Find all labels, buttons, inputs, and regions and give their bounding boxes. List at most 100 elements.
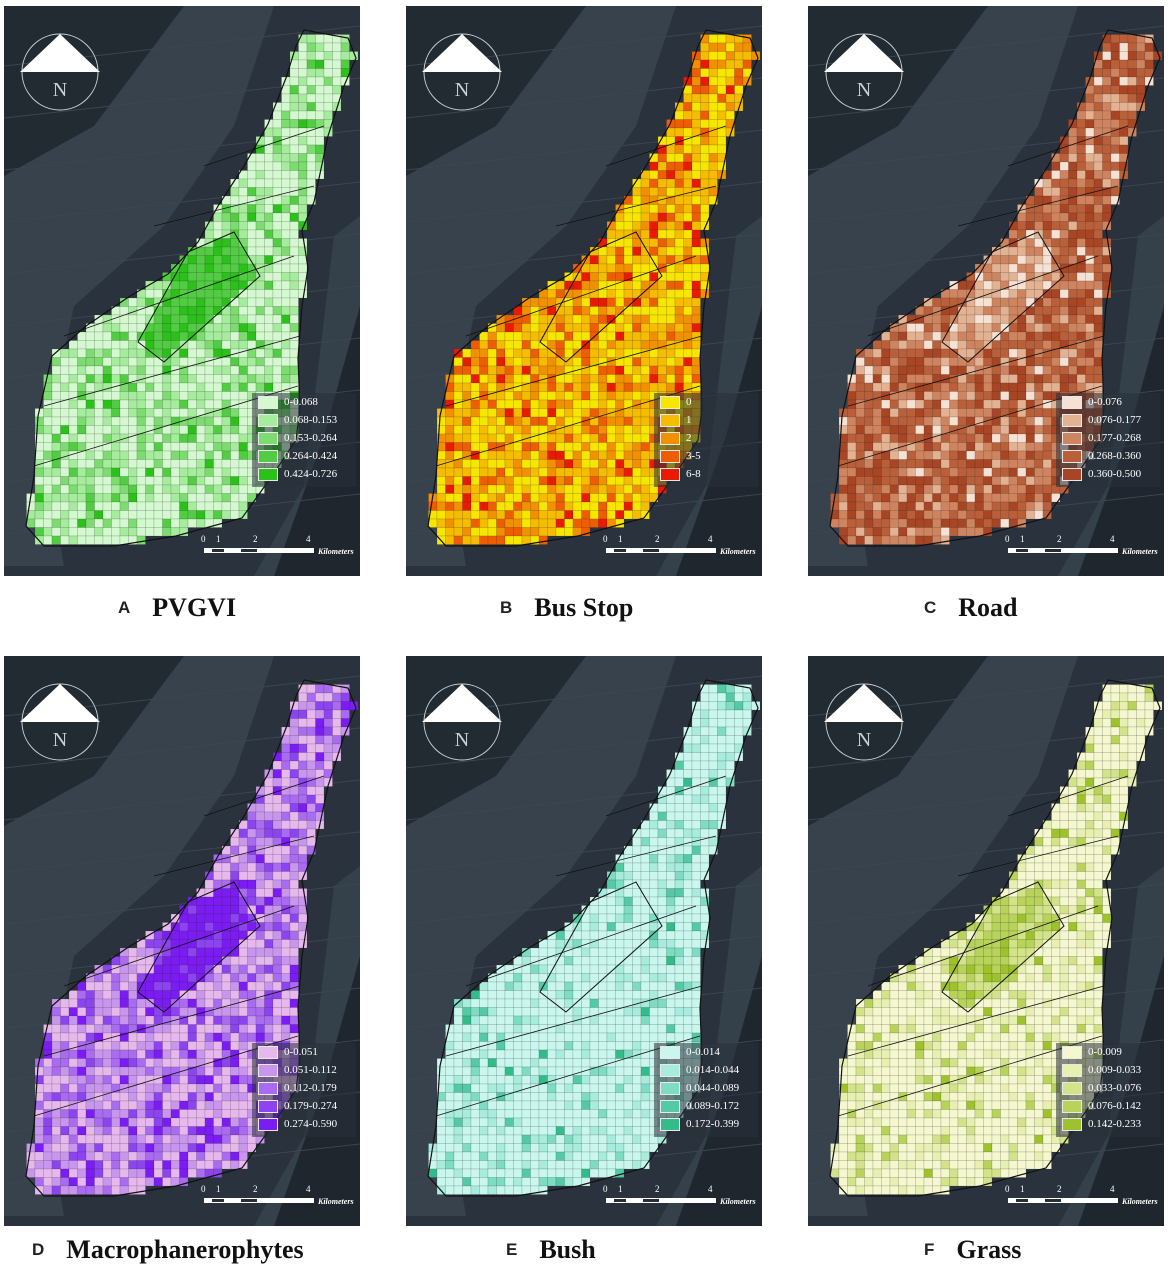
grid-cell [238,1007,248,1017]
grid-cell [649,212,659,222]
grid-cell [717,102,727,112]
grid-cell [187,442,197,452]
grid-cell [230,212,240,222]
grid-cell [187,1083,197,1093]
grid-cell [838,493,848,503]
grid-cell [640,501,650,511]
grid-cell [708,136,718,146]
grid-cell [187,973,197,983]
grid-cell [238,382,248,392]
grid-cell [983,493,993,503]
grid-cell [94,476,104,486]
grid-cell [162,331,172,341]
grid-cell [940,450,950,460]
grid-cell [119,1066,129,1076]
grid-cell [470,399,480,409]
grid-cell [623,255,633,265]
grid-cell [589,382,599,392]
grid-cell [111,425,121,435]
grid-cell [230,357,240,367]
grid-cell [445,518,455,528]
grid-cell [238,255,248,265]
grid-cell [991,484,1001,494]
grid-cell [77,501,87,511]
grid-cell [940,510,950,520]
grid-cell [864,493,874,503]
grid-cell [513,399,523,409]
grid-cell [179,408,189,418]
grid-cell [725,85,735,95]
grid-cell [111,1185,121,1195]
grid-cell [838,450,848,460]
grid-cell [179,973,189,983]
grid-cell [923,442,933,452]
grid-cell [170,476,180,486]
grid-cell [119,998,129,1008]
grid-cell [238,1024,248,1034]
grid-cell [1085,127,1095,137]
grid-cell [555,365,565,375]
grid-cell [598,306,608,316]
grid-cell [470,408,480,418]
grid-cell [51,399,61,409]
grid-cell [179,1058,189,1068]
grid-cell [306,136,316,146]
grid-cell [640,837,650,847]
grid-cell [691,811,701,821]
grid-cell [43,467,53,477]
grid-cell [872,357,882,367]
grid-cell [213,1049,223,1059]
grid-cell [966,340,976,350]
grid-cell [230,221,240,231]
grid-cell [496,501,506,511]
grid-cell [272,365,282,375]
grid-cell [1085,272,1095,282]
grid-cell [43,1143,53,1153]
grid-cell [555,493,565,503]
grid-cell [572,947,582,957]
grid-cell [598,348,608,358]
grid-cell [153,416,163,426]
grid-cell [462,365,472,375]
grid-cell [1042,340,1052,350]
grid-cell [1068,212,1078,222]
grid-cell [1085,357,1095,367]
grid-cell [1102,110,1112,120]
grid-cell [119,459,129,469]
grid-cell [632,195,642,205]
grid-cell [272,382,282,392]
grid-cell [940,484,950,494]
grid-cell [674,365,684,375]
grid-cell [949,518,959,528]
grid-cell [462,374,472,384]
grid-cell [289,178,299,188]
grid-cell [289,794,299,804]
grid-cell [881,348,891,358]
grid-cell [221,297,231,307]
grid-cell [615,399,625,409]
grid-cell [170,425,180,435]
grid-cell [991,255,1001,265]
grid-cell [111,331,121,341]
grid-cell [521,365,531,375]
grid-cell [111,1143,121,1153]
grid-cell [204,913,214,923]
grid-cell [547,433,557,443]
grid-cell [289,331,299,341]
grid-cell [196,493,206,503]
grid-cell [725,102,735,112]
grid-cell [179,1117,189,1127]
grid-cell [145,450,155,460]
grid-cell [572,323,582,333]
grid-cell [315,59,325,69]
grid-cell [555,450,565,460]
grid-cell [589,947,599,957]
grid-cell [547,391,557,401]
grid-cell [915,493,925,503]
grid-cell [221,340,231,350]
grid-cell [717,51,727,61]
grid-cell [657,170,667,180]
grid-cell [708,110,718,120]
grid-cell [504,510,514,520]
grid-cell [264,820,274,830]
